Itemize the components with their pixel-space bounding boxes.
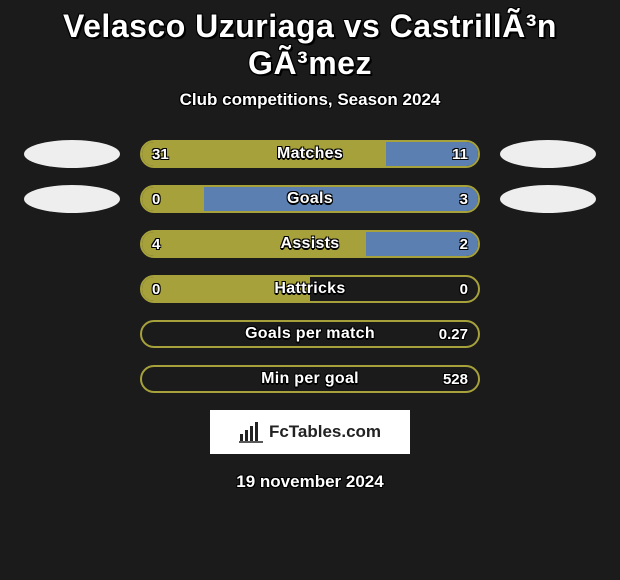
player-left-avatar <box>24 185 120 213</box>
right-avatar-slot <box>500 314 596 354</box>
stat-row: 0.27Goals per match <box>0 320 620 348</box>
stat-bar: 3111Matches <box>140 140 480 168</box>
comparison-card: Velasco Uzuriaga vs CastrillÃ³n GÃ³mez C… <box>0 0 620 580</box>
stat-label: Goals <box>142 187 478 211</box>
left-avatar-slot <box>24 359 120 399</box>
date-label: 19 november 2024 <box>0 472 620 492</box>
left-avatar-slot <box>24 224 120 264</box>
stat-label: Assists <box>142 232 478 256</box>
page-title: Velasco Uzuriaga vs CastrillÃ³n GÃ³mez <box>0 8 620 82</box>
fctables-badge[interactable]: FcTables.com <box>210 410 410 454</box>
stat-row: 528Min per goal <box>0 365 620 393</box>
player-right-avatar <box>500 185 596 213</box>
stat-bar: 0.27Goals per match <box>140 320 480 348</box>
left-avatar-slot <box>24 134 120 174</box>
stat-rows: 3111Matches 03Goals 42Assists 00Hattricks 0.… <box>0 140 620 393</box>
left-avatar-slot <box>24 269 120 309</box>
stat-bar: 00Hattricks <box>140 275 480 303</box>
player-right-avatar <box>500 140 596 168</box>
stat-bar: 528Min per goal <box>140 365 480 393</box>
player-left-avatar <box>24 140 120 168</box>
right-avatar-slot <box>500 179 596 219</box>
stat-bar: 42Assists <box>140 230 480 258</box>
right-avatar-slot <box>500 269 596 309</box>
stat-label: Goals per match <box>142 322 478 346</box>
stat-row: 00Hattricks <box>0 275 620 303</box>
stat-row: 03Goals <box>0 185 620 213</box>
stat-label: Matches <box>142 142 478 166</box>
right-avatar-slot <box>500 134 596 174</box>
badge-text: FcTables.com <box>269 422 381 442</box>
stat-label: Hattricks <box>142 277 478 301</box>
left-avatar-slot <box>24 179 120 219</box>
right-avatar-slot <box>500 359 596 399</box>
stat-row: 42Assists <box>0 230 620 258</box>
right-avatar-slot <box>500 224 596 264</box>
stat-label: Min per goal <box>142 367 478 391</box>
stat-bar: 03Goals <box>140 185 480 213</box>
bar-chart-icon <box>239 421 263 443</box>
subtitle: Club competitions, Season 2024 <box>0 90 620 110</box>
left-avatar-slot <box>24 314 120 354</box>
stat-row: 3111Matches <box>0 140 620 168</box>
